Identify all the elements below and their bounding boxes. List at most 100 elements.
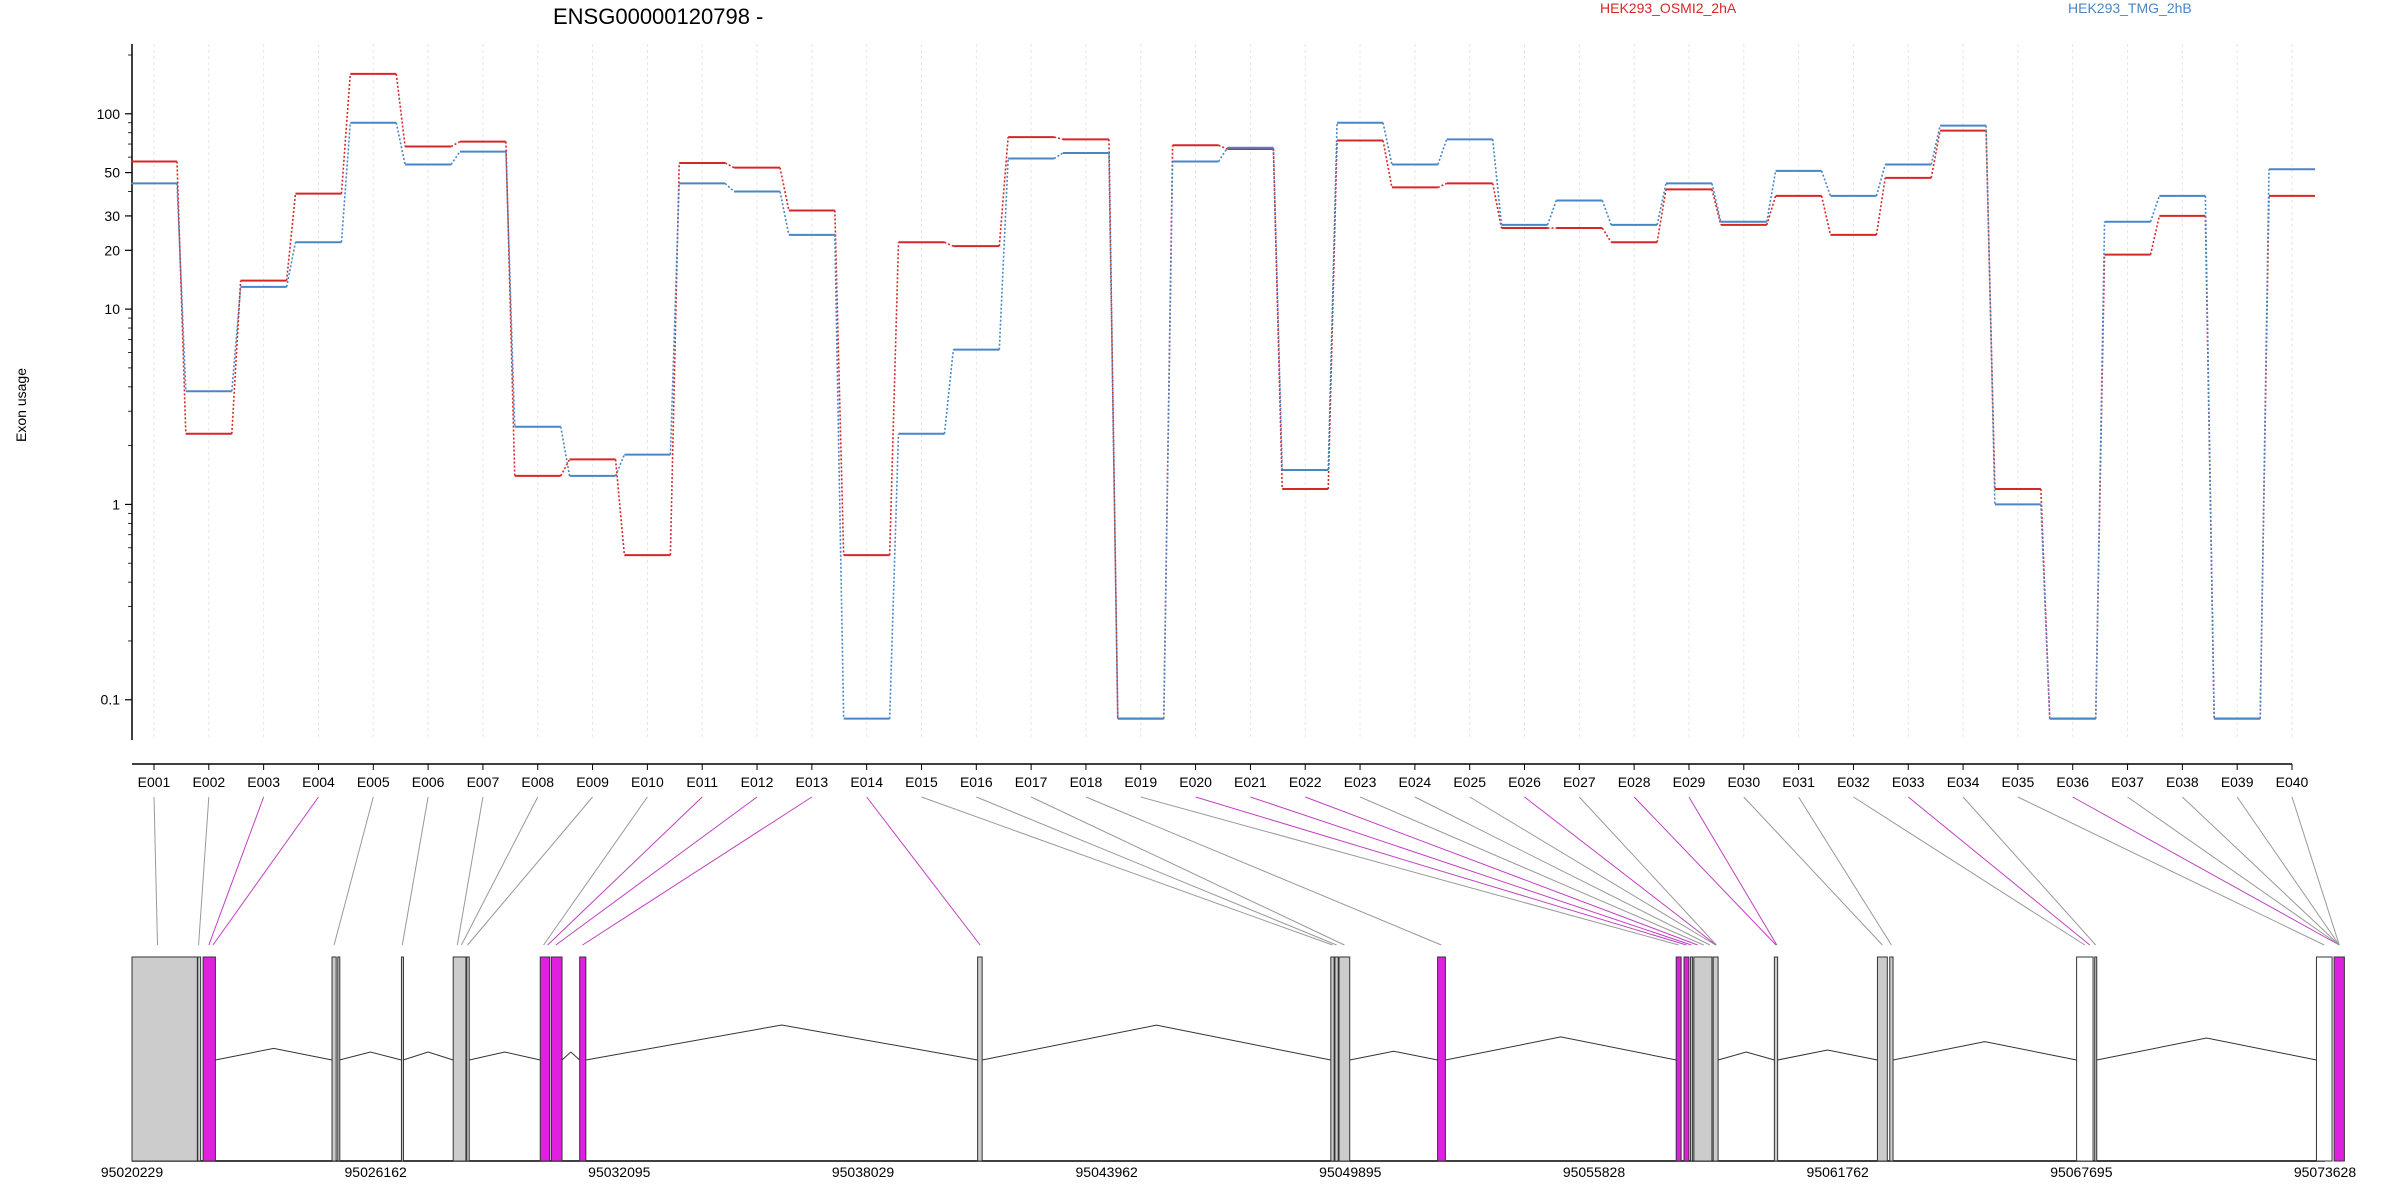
- series-connector: [1162, 145, 1174, 719]
- series-connector: [2149, 195, 2161, 223]
- x-tick-label: E029: [1673, 774, 1706, 790]
- x-tick-label: E037: [2111, 774, 2144, 790]
- series-connector: [669, 162, 681, 556]
- series-connector: [888, 433, 900, 719]
- exon-connector: [2127, 796, 2340, 946]
- x-tick-label: E027: [1563, 774, 1596, 790]
- exon-connector: [1085, 796, 1442, 946]
- x-tick-label: E010: [631, 774, 664, 790]
- x-tick-label: E021: [1234, 774, 1267, 790]
- intron-line: [2096, 1037, 2317, 1061]
- x-tick-label: E035: [2002, 774, 2035, 790]
- chart-title: ENSG00000120798 -: [553, 4, 763, 29]
- genomic-coordinate-label: 95020229: [101, 1164, 164, 1180]
- x-tick-label: E019: [1124, 774, 1157, 790]
- series-connector: [285, 193, 297, 281]
- x-tick-label: E015: [905, 774, 938, 790]
- exon-box: [977, 956, 983, 1162]
- legend-label-series-2: HEK293_TMG_2hB: [2068, 0, 2192, 16]
- series-connector: [2204, 215, 2215, 719]
- y-axis-label: Exon usage: [13, 368, 29, 442]
- exon-connector: [333, 796, 374, 946]
- series-connector: [1875, 164, 1887, 197]
- x-tick-label: E031: [1782, 774, 1815, 790]
- exon-connector: [1250, 796, 1692, 946]
- y-tick-label: 50: [104, 165, 120, 181]
- exon-connector: [2182, 796, 2340, 946]
- x-tick-label: E032: [1837, 774, 1870, 790]
- series-connector: [1272, 147, 1284, 471]
- axes: 0.1 1 10 20 30 50 100: [97, 44, 2293, 770]
- exon-box: [1683, 956, 1690, 1162]
- intron-line: [1892, 1041, 2077, 1061]
- exon-box: [2333, 956, 2345, 1162]
- series-connector: [176, 183, 187, 392]
- exon-connector: [1305, 796, 1698, 946]
- x-tick-label: E004: [302, 774, 335, 790]
- exon-connector: [543, 796, 648, 946]
- intron-line: [402, 1051, 454, 1061]
- x-tick-label: E011: [686, 774, 718, 790]
- exon-connector: [401, 796, 429, 946]
- x-tick-label: E013: [795, 774, 828, 790]
- x-tick-label: E026: [1508, 774, 1541, 790]
- series-connector: [559, 426, 571, 477]
- exon-box: [1773, 956, 1779, 1162]
- genomic-coordinate-label: 95067695: [2050, 1164, 2113, 1180]
- exon-box: [2076, 956, 2094, 1162]
- series-connector: [395, 122, 406, 165]
- x-tick-label: E008: [521, 774, 554, 790]
- exon-connector: [1195, 796, 1687, 946]
- exon-connector: [460, 796, 539, 946]
- x-tick-label: E002: [192, 774, 225, 790]
- series-connector: [888, 242, 900, 556]
- x-tick-label: E036: [2056, 774, 2089, 790]
- exon-box: [1876, 956, 1888, 1162]
- exon-connector: [212, 796, 319, 946]
- series-connector: [1382, 122, 1393, 165]
- exon-connector: [2072, 796, 2340, 946]
- intron-line: [561, 1051, 581, 1061]
- intron-line: [1717, 1051, 1775, 1061]
- series-connector: [1218, 144, 1228, 150]
- intron-line: [469, 1051, 541, 1061]
- exon-box: [202, 956, 216, 1162]
- series-connector: [1601, 227, 1612, 243]
- exon-box: [1437, 956, 1446, 1162]
- exon-box: [131, 956, 198, 1162]
- series-connector: [2204, 195, 2215, 719]
- y-tick-label: 100: [97, 106, 121, 122]
- series-connector: [340, 73, 352, 194]
- exon-connector: [1469, 796, 1716, 946]
- intron-line: [1777, 1049, 1878, 1061]
- series-connector: [669, 183, 681, 455]
- exon-connector: [1030, 796, 1345, 946]
- series-connector: [1491, 183, 1503, 229]
- series-connector: [231, 280, 242, 434]
- y-tick-label: 30: [104, 208, 120, 224]
- x-tick-label: E023: [1344, 774, 1377, 790]
- exon-connector: [1743, 796, 1883, 946]
- exon-box: [1675, 956, 1682, 1162]
- series-2: [131, 121, 2315, 720]
- x-tick-label: E033: [1892, 774, 1925, 790]
- series-connector: [1930, 125, 1941, 165]
- exon-connector: [1853, 796, 2086, 946]
- exon-connector: [555, 796, 758, 946]
- series-connector: [998, 158, 1009, 350]
- series-connector: [779, 167, 790, 211]
- exon-box: [2315, 956, 2333, 1162]
- series-connector: [395, 73, 406, 147]
- series-connector: [614, 459, 626, 556]
- exon-box: [1712, 956, 1719, 1162]
- exon-connector: [1688, 796, 1778, 946]
- exon-connector: [2291, 796, 2340, 946]
- exon-connector: [456, 796, 484, 946]
- series-connector: [1217, 147, 1229, 162]
- series-lines: [131, 72, 2315, 720]
- x-tick-label: E020: [1179, 774, 1212, 790]
- x-tick-label: E003: [247, 774, 280, 790]
- exon-box: [466, 956, 470, 1162]
- series-connector: [1656, 183, 1667, 226]
